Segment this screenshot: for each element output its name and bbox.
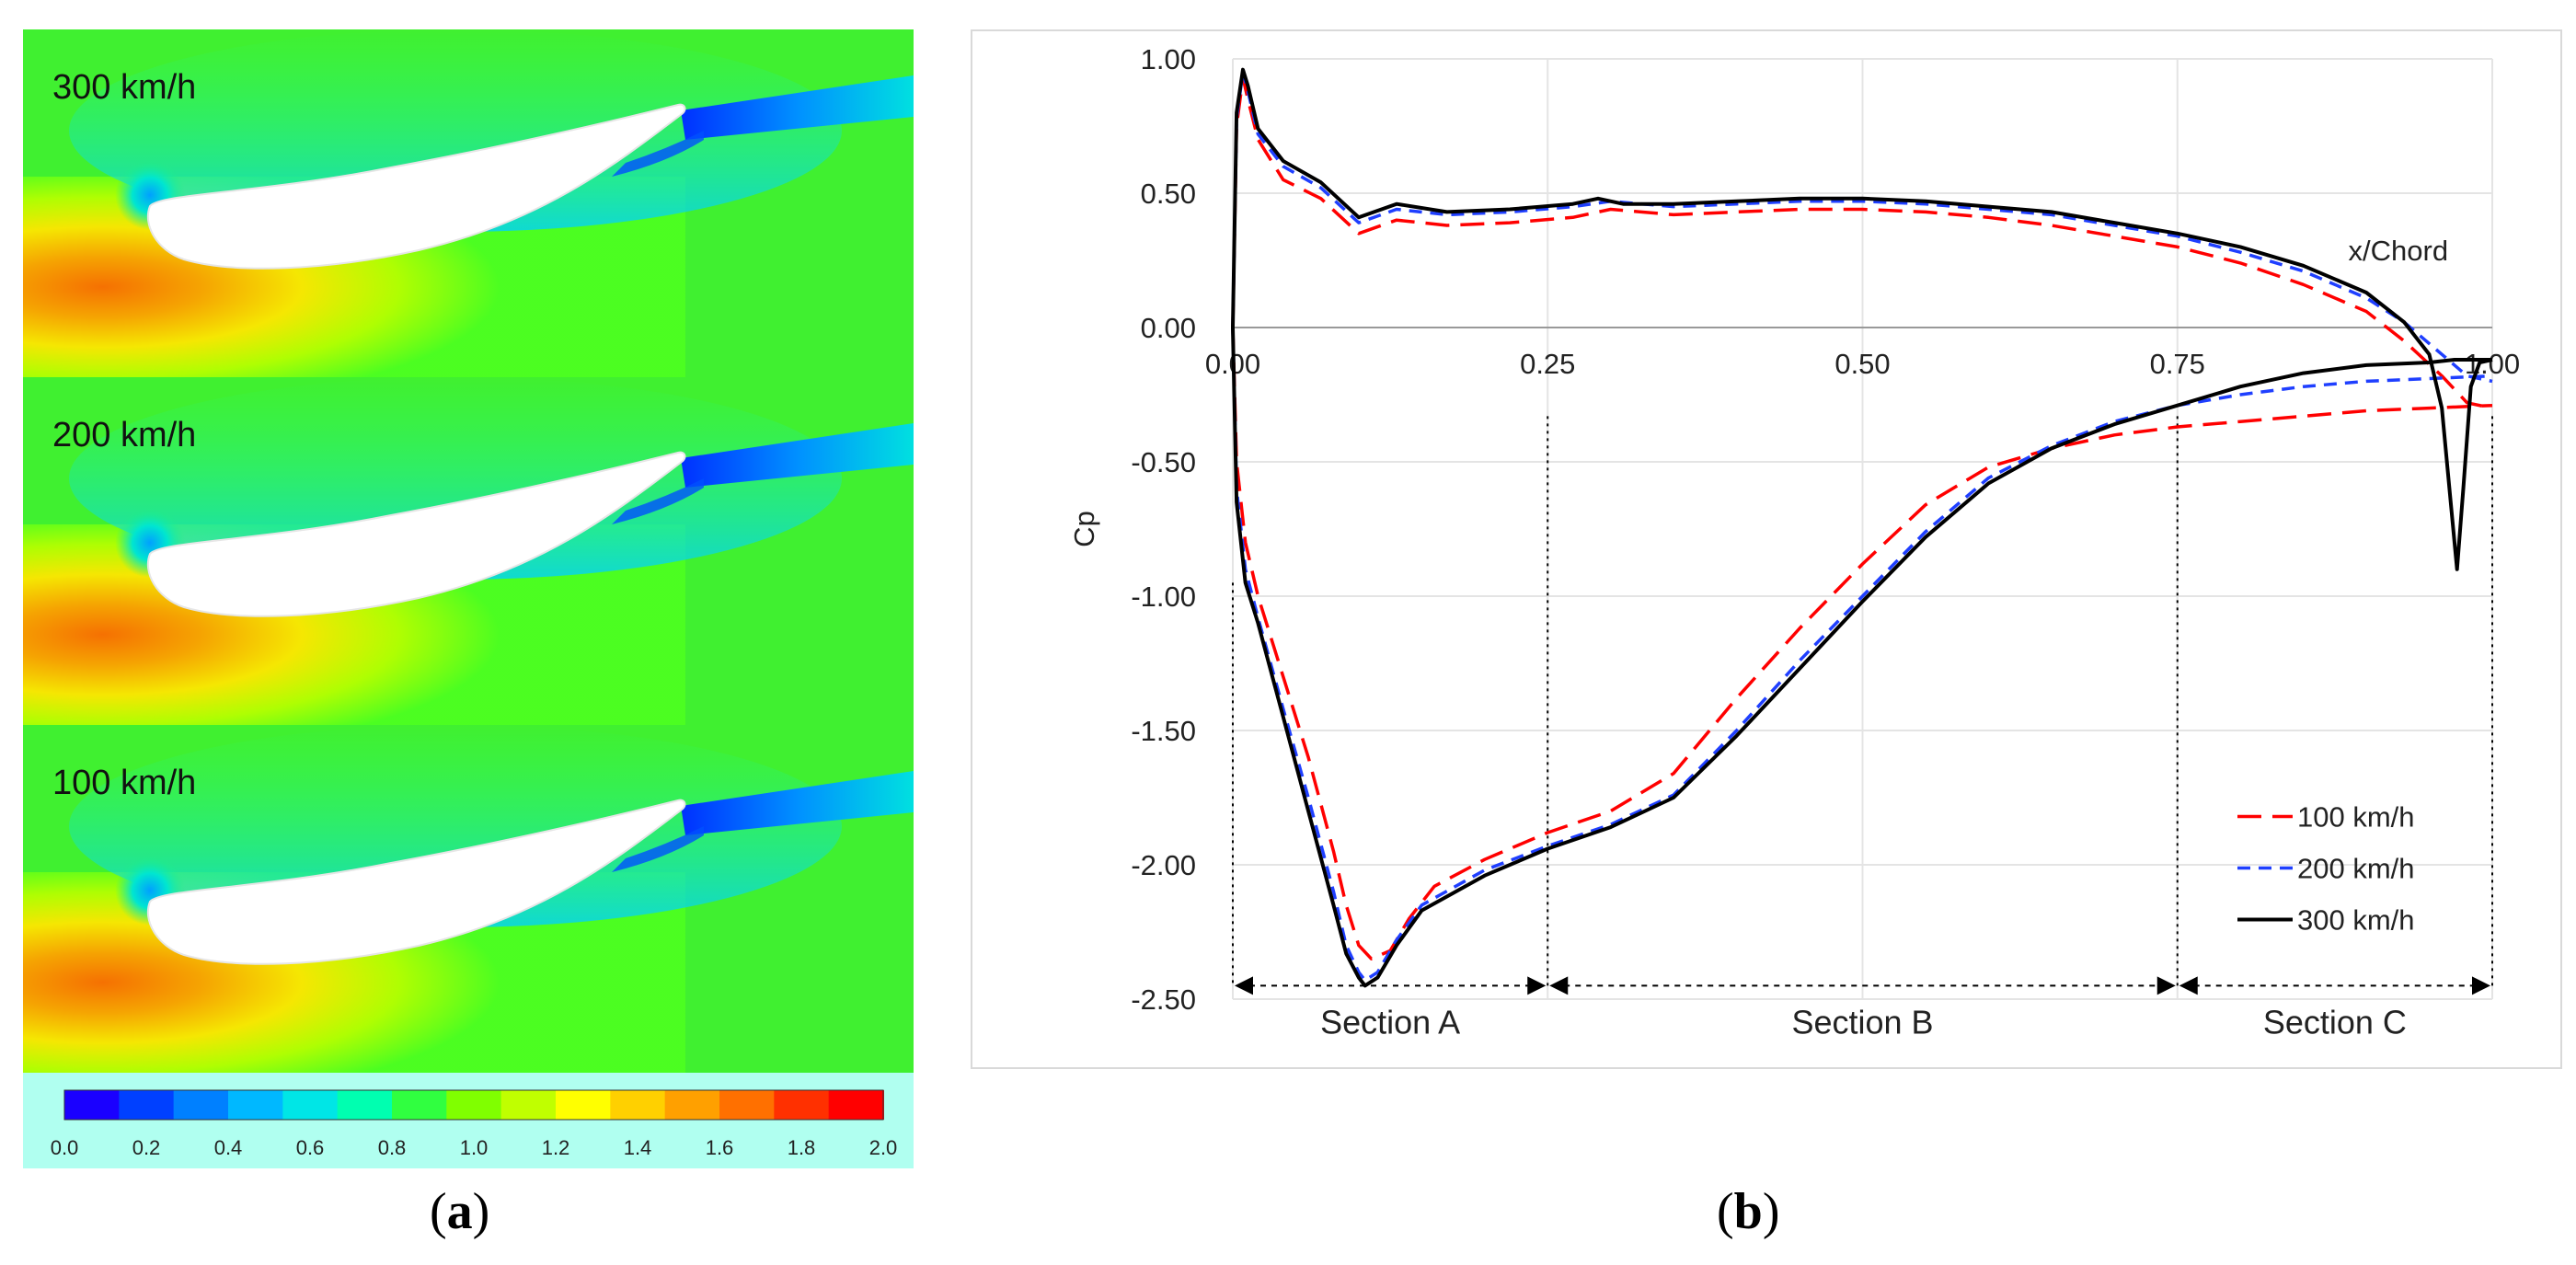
colorbar-swatch: [228, 1090, 284, 1120]
colorbar-swatch: [282, 1090, 339, 1120]
wake-region: [681, 771, 914, 835]
wake-region: [681, 423, 914, 488]
colorbar-swatch: [774, 1090, 830, 1120]
suction-region: [69, 725, 842, 927]
colorbar-tick-label: 0.4: [214, 1136, 243, 1159]
contour-panel-3: 100 km/h: [23, 725, 914, 1073]
x-tick-label: 0.50: [1834, 348, 1890, 380]
series-line-upper: [1231, 67, 2493, 571]
series-group: [1231, 67, 2493, 988]
colorbar-frame: [63, 1089, 884, 1121]
y-tick-label: 0.00: [1141, 312, 1196, 344]
series-line-lower: [1231, 327, 2492, 988]
colorbar-swatch: [337, 1090, 393, 1120]
section-arrowhead-right: [1527, 976, 1547, 995]
contour-figure: 300 km/h 200 km/h 100 km/h 0.0 0.2 0.4 0.6 0.8 1…: [23, 29, 914, 1168]
colorbar-tick-label: 0.6: [296, 1136, 325, 1159]
legend-label: 100 km/h: [2297, 800, 2415, 833]
colorbar-swatch: [610, 1090, 666, 1120]
y-axis-label: Cp: [1068, 511, 1100, 547]
colorbar-swatch: [719, 1090, 776, 1120]
contour-panel-1: 300 km/h: [23, 29, 914, 377]
y-tick-label: -2.00: [1131, 849, 1196, 881]
airfoil-shape: [146, 799, 686, 965]
legend: 100 km/h 200 km/h 300 km/h: [2237, 800, 2415, 936]
trailing-lower-region: [612, 478, 704, 524]
colorbar-tick-label: 0.2: [132, 1136, 161, 1159]
speed-label: 100 km/h: [52, 764, 196, 802]
y-tick-label: -2.50: [1131, 983, 1196, 1016]
suction-region: [69, 29, 842, 232]
colorbar: 0.0 0.2 0.4 0.6 0.8 1.0 1.2 1.4 1.6 1.8 2.0: [23, 1073, 914, 1168]
cp-chart-panel: 1.00 0.50 0.00 -0.50 -1.00 -1.50 -2.00 -2.50 0.0…: [971, 29, 2562, 1069]
contour-panel-2: 200 km/h: [23, 377, 914, 725]
colorbar-swatch: [556, 1090, 612, 1120]
caption-a: (a): [430, 1183, 490, 1240]
legend-label: 200 km/h: [2297, 852, 2415, 884]
colorbar-tick-label: 1.8: [788, 1136, 816, 1159]
section-label: Section B: [1791, 1003, 1933, 1041]
colorbar-background: [23, 1073, 914, 1168]
series-line-upper: [1231, 70, 2493, 384]
colorbar-swatch: [64, 1090, 121, 1120]
x-axis-label: x/Chord: [2349, 235, 2449, 267]
section-arrowhead-right: [2472, 976, 2490, 995]
colorbar-swatch: [828, 1090, 884, 1120]
x-tick-label: 0.75: [2150, 348, 2205, 380]
trailing-lower-region: [612, 131, 704, 177]
section-label: Section C: [2263, 1003, 2407, 1041]
speed-label: 300 km/h: [52, 68, 196, 107]
section-arrowhead-right: [2156, 976, 2176, 995]
colorbar-swatch: [446, 1090, 502, 1120]
colorbar-tick-label: 1.0: [460, 1136, 489, 1159]
colorbar-tick-label: 0.0: [51, 1136, 79, 1159]
y-tick-label: 0.50: [1141, 178, 1196, 210]
section-arrowhead-left: [1549, 976, 1569, 995]
speed-label: 200 km/h: [52, 416, 196, 454]
wake-region: [681, 75, 914, 140]
y-tick-label: -0.50: [1131, 446, 1196, 478]
colorbar-swatch: [664, 1090, 720, 1120]
legend-label: 300 km/h: [2297, 903, 2415, 936]
cp-chart: 1.000.500.00-0.50-1.00-1.50-2.00-2.500.0…: [1068, 43, 2520, 1041]
contour-panel: 300 km/h 200 km/h 100 km/h 0.0 0.2 0.4 0.6 0.8 1…: [23, 29, 914, 1168]
colorbar-tick-label: 0.8: [378, 1136, 407, 1159]
trailing-lower-region: [612, 826, 704, 872]
colorbar-tick-label: 1.4: [624, 1136, 652, 1159]
colorbar-swatch: [119, 1090, 175, 1120]
colorbar-swatch: [500, 1090, 557, 1120]
colorbar-swatch: [392, 1090, 448, 1120]
caption-b: (b): [1717, 1183, 1780, 1240]
series-line-lower: [1231, 327, 2493, 960]
suction-region: [69, 377, 842, 580]
x-tick-label: 0.25: [1520, 348, 1575, 380]
section-arrowhead-left: [2179, 976, 2198, 995]
y-tick-label: -1.50: [1131, 715, 1196, 747]
colorbar-tick-label: 1.2: [542, 1136, 570, 1159]
y-tick-label: -1.00: [1131, 581, 1196, 613]
section-arrowhead-left: [1235, 976, 1253, 995]
airfoil-shape: [146, 103, 686, 270]
colorbar-tick-label: 1.6: [706, 1136, 734, 1159]
section-label: Section A: [1320, 1003, 1460, 1041]
sections: Section A Section B Section C: [1232, 416, 2493, 1041]
colorbar-tick-label: 2.0: [869, 1136, 898, 1159]
colorbar-swatch: [173, 1090, 229, 1120]
series-line-upper: [1231, 75, 2493, 410]
y-tick-label: 1.00: [1141, 43, 1196, 75]
airfoil-shape: [146, 451, 686, 617]
